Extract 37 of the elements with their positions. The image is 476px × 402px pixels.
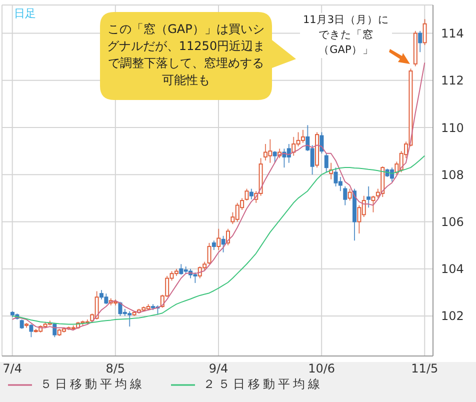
candlestick: [348, 188, 352, 202]
candlestick: [207, 242, 212, 265]
candlestick: [216, 228, 221, 250]
candlestick: [272, 150, 277, 164]
y-tick-label: 114: [441, 26, 464, 41]
y-tick-label: 102: [441, 309, 464, 324]
candlestick: [221, 235, 226, 253]
y-tick-label: 108: [441, 168, 464, 182]
candlestick: [418, 30, 422, 53]
candlestick: [371, 195, 376, 213]
candlestick: [343, 186, 348, 206]
candlestick: [249, 188, 254, 200]
x-tick-label: 9/4: [208, 362, 228, 376]
y-tick-label: 110: [441, 120, 464, 135]
x-tick-label: 7/4: [2, 362, 22, 376]
candlestick: [366, 186, 371, 208]
candlestick: [422, 18, 427, 46]
y-tick-label: 104: [441, 262, 464, 276]
x-tick-label: 10/6: [308, 362, 336, 376]
candlestick: [29, 324, 34, 338]
candlestick: [226, 228, 230, 246]
candlestick: [300, 129, 305, 144]
legend-label: ５日移動平均線: [40, 376, 145, 393]
x-tick-label: 8/5: [106, 362, 126, 376]
candlestick: [338, 176, 342, 192]
y-tick-label: 112: [441, 74, 464, 88]
y-tick-label: 106: [441, 214, 464, 229]
candlestick: [244, 188, 249, 202]
candlestick: [324, 152, 328, 173]
annotation: この「窓（GAP）」は買いシグナルだが、11250円近辺まで調整下落して、窓埋めする可能性も: [106, 21, 266, 89]
x-tick-label: 11/5: [411, 362, 438, 376]
legend-label: ２５日移動平均線: [203, 376, 323, 393]
candlestick: [20, 318, 24, 330]
annotation: 11月3日（月）にできた「窓（GAP）」: [300, 13, 392, 58]
chart-title: 日足: [14, 6, 36, 21]
candlestick: [212, 240, 216, 250]
candlestick: [320, 132, 324, 154]
